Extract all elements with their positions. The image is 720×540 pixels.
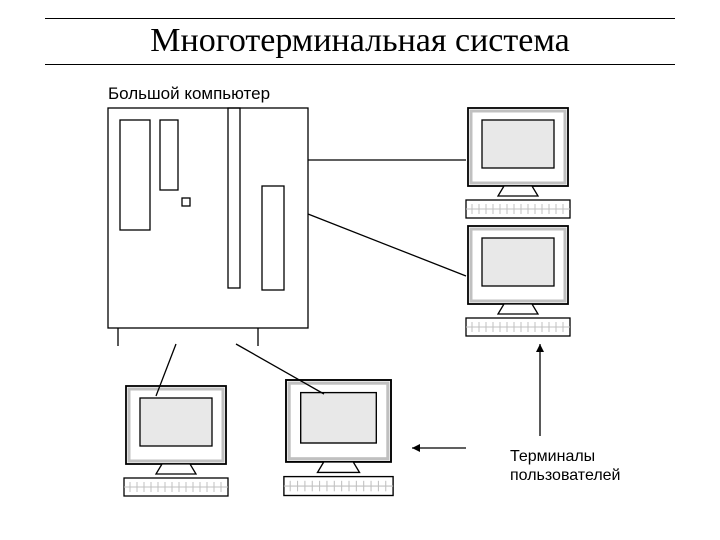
- terminal-t1: [466, 108, 570, 218]
- terminal-t2: [466, 226, 570, 336]
- edge: [236, 344, 324, 394]
- terminal-t4: [284, 380, 393, 496]
- diagram-canvas: [0, 0, 720, 540]
- arrow: [412, 444, 466, 452]
- terminal-t3: [124, 386, 228, 496]
- edge: [308, 214, 466, 276]
- arrow: [536, 344, 544, 436]
- mainframe: [108, 108, 308, 346]
